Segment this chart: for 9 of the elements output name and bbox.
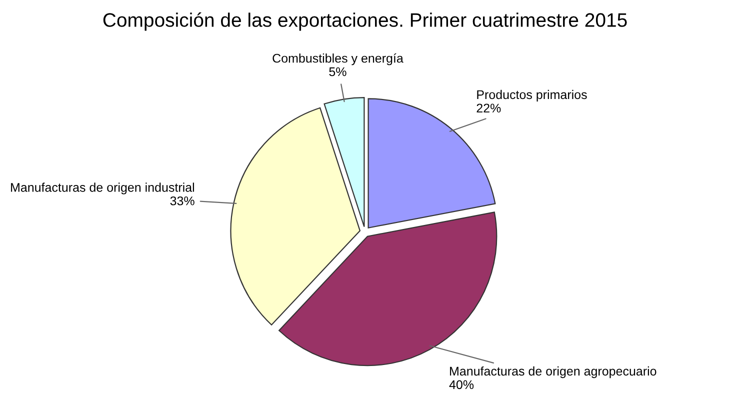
data-label: 22% [476, 104, 501, 112]
slice-label: Manufacturas de origen agropecuario [450, 366, 656, 378]
chart-title: Composición de las exportaciones. Primer cuatrimestre 2015 [103, 12, 627, 31]
data-label: 33% [170, 196, 194, 206]
slice-label: Productos primarios [477, 90, 587, 102]
slice-label: Combustibles y energía [272, 53, 404, 66]
slice-label: Manufacturas de origen industrial [11, 182, 194, 194]
data-label: 5% [329, 67, 346, 76]
data-label: 40% [449, 380, 474, 390]
